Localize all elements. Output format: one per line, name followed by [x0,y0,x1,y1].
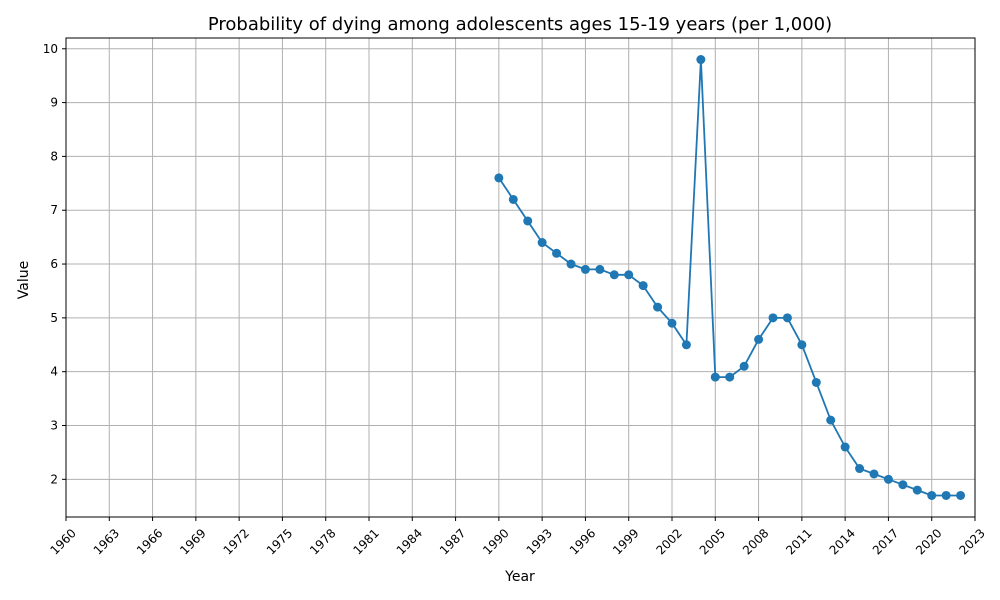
data-point [595,264,605,274]
data-point [566,259,576,269]
y-axis-ticks: 2 3 4 5 6 7 8 9 10 [43,42,66,486]
data-point [941,490,951,500]
data-point [624,270,634,280]
data-point [797,340,807,350]
y-tick-label: 7 [50,203,58,217]
data-point [912,485,922,495]
data-point [754,334,764,344]
data-point [782,313,792,323]
data-point [508,194,518,204]
data-point [811,377,821,387]
data-point [696,55,706,65]
data-point [523,216,533,226]
data-point [609,270,619,280]
data-point-layer [494,55,966,500]
plot-area-frame [65,37,976,518]
y-tick-label: 5 [50,311,58,325]
y-tick-label: 3 [50,419,58,433]
data-point [869,469,879,479]
y-tick-label: 10 [43,42,58,56]
x-axis-title: Year [504,569,535,585]
data-point [826,415,836,425]
y-tick-label: 4 [50,365,58,379]
data-point [638,281,648,291]
data-point [956,490,966,500]
data-point [898,480,908,490]
data-point [883,474,893,484]
y-axis-title: Value [16,261,32,299]
data-point [667,318,677,328]
data-point [855,464,865,474]
y-tick-label: 9 [50,96,58,110]
data-point [552,248,562,258]
data-point [725,372,735,382]
data-point [580,264,590,274]
data-point [840,442,850,452]
data-point [681,340,691,350]
data-point [739,361,749,371]
data-point [653,302,663,312]
y-tick-label: 8 [50,149,58,163]
data-point [537,238,547,248]
data-point [710,372,720,382]
data-point [768,313,778,323]
y-tick-label: 6 [50,257,58,271]
y-tick-label: 2 [50,472,58,486]
chart-title: Probability of dying among adolescents a… [208,14,832,35]
data-point [494,173,504,183]
data-point [927,490,937,500]
